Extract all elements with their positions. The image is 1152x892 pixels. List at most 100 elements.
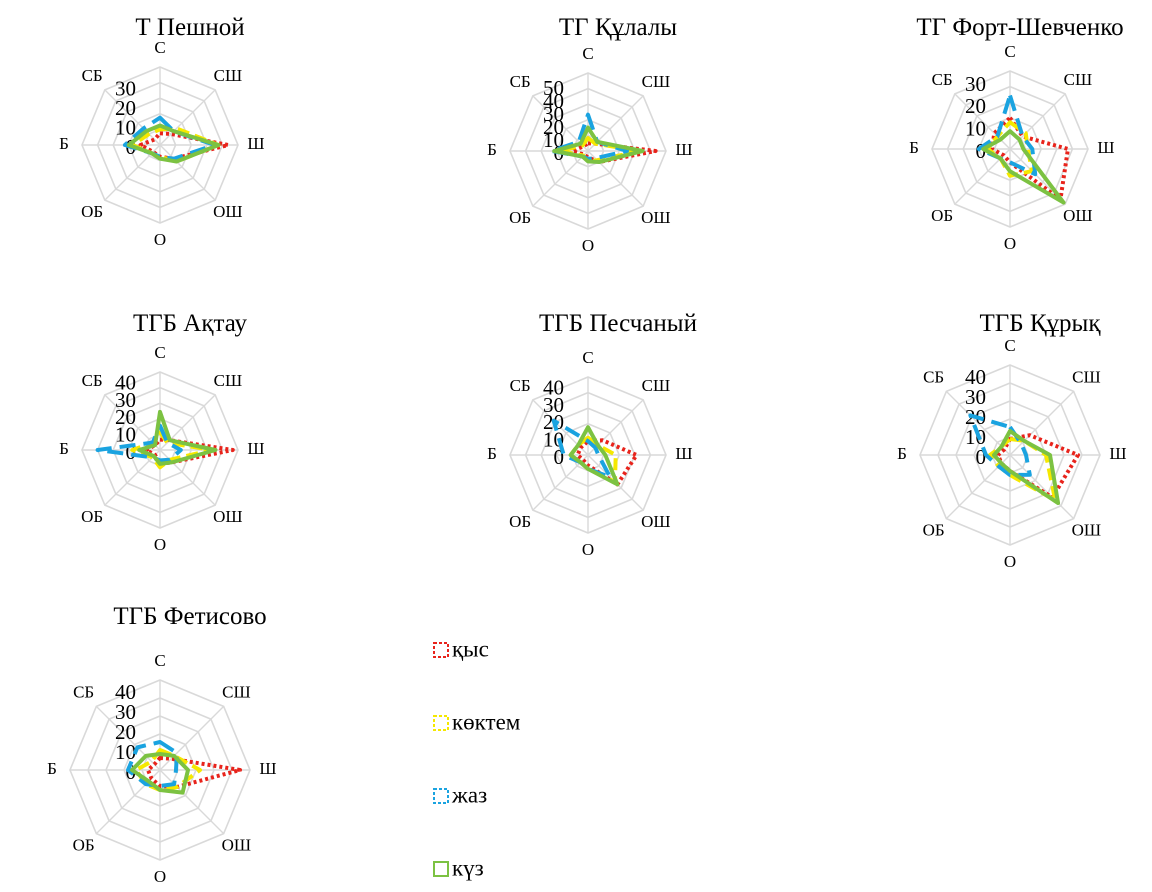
legend-swatch xyxy=(433,642,449,658)
chart-title: ТГ Құлалы xyxy=(559,14,677,41)
legend-label: жаз xyxy=(451,782,487,807)
tick-label: 20 xyxy=(115,405,136,429)
direction-label: Б xyxy=(59,439,69,458)
direction-label: СБ xyxy=(923,368,944,387)
direction-label: ОШ xyxy=(213,202,242,221)
direction-label: СБ xyxy=(932,70,953,89)
grid-spoke xyxy=(1009,390,1075,456)
legend-item-winter: қыс xyxy=(433,636,489,661)
tick-label: 20 xyxy=(965,94,986,118)
series-line-spring xyxy=(130,126,221,164)
series-line-autumn xyxy=(130,752,190,795)
grid-spoke xyxy=(945,390,1011,456)
direction-label: СБ xyxy=(82,371,103,390)
series-line-autumn xyxy=(137,409,218,466)
direction-label: Б xyxy=(487,444,497,463)
direction-label: ОШ xyxy=(641,512,670,531)
direction-label: ОБ xyxy=(73,835,95,854)
legend-swatch xyxy=(433,861,449,877)
direction-label: ОБ xyxy=(931,206,953,225)
series-line-autumn xyxy=(126,123,221,164)
direction-label: Б xyxy=(897,444,907,463)
direction-label: СБ xyxy=(510,376,531,395)
direction-label: Ш xyxy=(259,759,276,778)
series-line-summer xyxy=(968,413,1032,477)
direction-label: Ш xyxy=(247,439,264,458)
legend-label: көктем xyxy=(452,709,521,734)
grid-spoke xyxy=(104,449,161,506)
chart-title: ТГБ Ақтау xyxy=(133,310,248,337)
direction-label: Ш xyxy=(675,444,692,463)
grid-spoke xyxy=(104,89,161,146)
series-line-spring xyxy=(568,435,618,484)
grid-spoke xyxy=(95,705,161,771)
tick-label: 0 xyxy=(976,445,987,469)
direction-label: О xyxy=(154,230,166,249)
tick-label: 40 xyxy=(543,375,564,399)
tick-label: 40 xyxy=(543,89,564,113)
series-line-winter xyxy=(146,756,242,789)
tick-label: 30 xyxy=(543,393,564,417)
direction-label: ОБ xyxy=(923,520,945,539)
tick-label: 40 xyxy=(115,680,136,704)
chart-title: ТГБ Песчаный xyxy=(539,310,697,337)
direction-label: О xyxy=(1004,234,1016,253)
legend-label: күз xyxy=(452,855,484,880)
direction-label: ОБ xyxy=(81,507,103,526)
series-line-autumn xyxy=(992,429,1061,506)
grid-spoke xyxy=(104,394,161,451)
series-line-spring xyxy=(985,120,1035,178)
series-line-spring xyxy=(130,430,214,470)
tick-label: 10 xyxy=(543,427,564,451)
chart-title: ТГБ Фетисово xyxy=(113,603,266,630)
grid-spoke xyxy=(159,705,225,771)
tick-label: 0 xyxy=(976,139,987,163)
direction-label: ОБ xyxy=(81,202,103,221)
grid-spoke xyxy=(532,150,589,207)
direction-label: О xyxy=(154,535,166,554)
legend-item-summer: жаз xyxy=(433,782,487,807)
direction-label: СБ xyxy=(82,66,103,85)
direction-label: СШ xyxy=(642,376,671,395)
direction-label: СБ xyxy=(510,72,531,91)
tick-label: 40 xyxy=(115,370,136,394)
direction-label: Б xyxy=(47,759,57,778)
direction-label: О xyxy=(154,867,166,886)
tick-label: 30 xyxy=(543,102,564,126)
direction-label: Б xyxy=(909,138,919,157)
grid-spoke xyxy=(532,454,589,511)
series-line-autumn xyxy=(981,129,1066,205)
legend-swatch xyxy=(433,788,449,804)
grid-spoke xyxy=(1009,454,1075,520)
direction-label: О xyxy=(1004,552,1016,571)
tick-label: 10 xyxy=(965,117,986,141)
tick-label: 10 xyxy=(965,425,986,449)
tick-label: 30 xyxy=(115,700,136,724)
direction-label: Ш xyxy=(247,134,264,153)
series-line-summer xyxy=(551,418,613,480)
direction-label: ОШ xyxy=(1072,520,1101,539)
direction-label: С xyxy=(1004,336,1015,355)
tick-label: 30 xyxy=(965,385,986,409)
direction-label: Ш xyxy=(1109,444,1126,463)
grid-spoke xyxy=(159,89,216,146)
grid-spoke xyxy=(532,95,589,152)
direction-label: О xyxy=(582,236,594,255)
chart-title: ТГБ Құрық xyxy=(980,310,1102,337)
series-line-autumn xyxy=(568,425,620,487)
tick-label: 30 xyxy=(115,76,136,100)
tick-label: 20 xyxy=(543,115,564,139)
series-line-winter xyxy=(570,141,658,165)
tick-label: 30 xyxy=(965,72,986,96)
direction-label: СШ xyxy=(214,371,243,390)
legend-label: қыс xyxy=(452,636,489,661)
grid-spoke xyxy=(159,144,216,201)
direction-label: СБ xyxy=(73,683,94,702)
direction-label: СШ xyxy=(214,66,243,85)
direction-label: С xyxy=(582,44,593,63)
